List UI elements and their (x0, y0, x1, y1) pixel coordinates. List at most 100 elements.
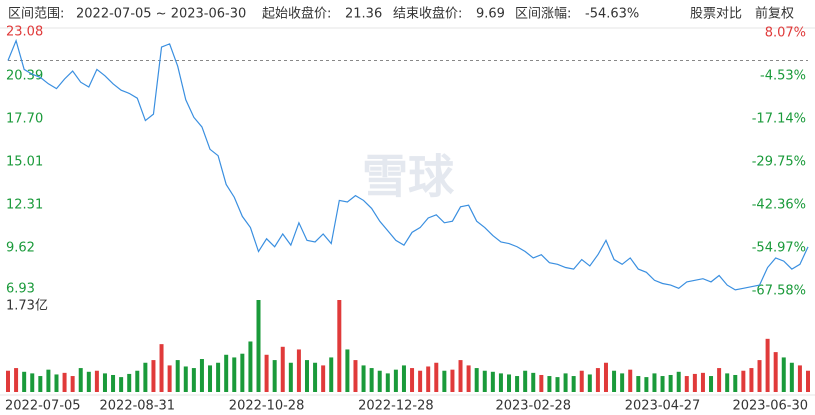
volume-bar (450, 369, 455, 392)
y-tick-label: 9.62 (6, 241, 35, 256)
y-tick-label: 6.93 (6, 282, 35, 297)
volume-bar (78, 368, 83, 392)
volume-bar (426, 366, 431, 392)
volume-bar (474, 368, 479, 392)
volume-bar (288, 362, 293, 392)
watermark: 雪球 (362, 150, 455, 204)
range: 2022-07-05 ~ 2023-06-30 (76, 7, 246, 22)
volume-bar (256, 300, 261, 392)
volume-bar (135, 370, 140, 392)
compare-button[interactable]: 股票对比 (690, 7, 742, 22)
adjust-button[interactable]: 前复权 (755, 6, 794, 22)
volume-bar (119, 377, 124, 392)
volume-bar (313, 362, 318, 392)
volume-bar (628, 369, 633, 392)
x-tick-label: 2023-02-28 (495, 399, 571, 414)
change: -54.63% (585, 7, 639, 22)
range-label: 区间范围: (8, 7, 64, 22)
volume-bar (684, 376, 689, 392)
volume-bar (304, 360, 309, 392)
volume-bar (620, 373, 625, 392)
volume-bar (717, 368, 722, 392)
volume-bar (749, 368, 754, 392)
volume-bar (264, 354, 269, 392)
volume-bar (54, 374, 59, 392)
volume-bar (458, 360, 463, 392)
volume-bar (393, 369, 398, 392)
volume-bar (401, 365, 406, 392)
volume-bar (111, 374, 116, 392)
y2-tick-label: -54.97% (752, 240, 806, 255)
y2-tick-label: -29.75% (752, 154, 806, 169)
volume-bar (563, 373, 568, 392)
volume-bar (167, 365, 172, 392)
y-tick-label: 23.08 (6, 25, 43, 40)
volume-bar (199, 359, 204, 392)
volume-bar (216, 362, 221, 392)
volume-bar (757, 360, 762, 392)
volume-bar (692, 373, 697, 392)
end-label: 结束收盘价: (393, 6, 462, 22)
volume-bar (434, 362, 439, 392)
volume-bar (498, 373, 503, 392)
volume-bar (248, 341, 253, 392)
start-label: 起始收盘价: (262, 6, 331, 22)
volume-bar (361, 365, 366, 392)
volume-bar (296, 349, 301, 392)
volume-bar (175, 360, 180, 392)
volume-bar (345, 349, 350, 392)
y-tick-label: 12.31 (6, 198, 43, 213)
volume-bar (143, 362, 148, 392)
volume-bar (571, 376, 576, 392)
volume-bar (466, 365, 471, 392)
volume-bar (94, 370, 99, 392)
volume-bar (668, 374, 673, 392)
volume-bar (224, 354, 229, 392)
volume-bar (353, 360, 358, 392)
y-tick-label: 20.39 (6, 68, 43, 83)
volume-bar (595, 368, 600, 392)
volume-bar (272, 360, 277, 392)
volume-bar (676, 371, 681, 392)
volume-bar (46, 369, 51, 392)
volume-bar (14, 368, 19, 392)
volume-bar (789, 362, 794, 392)
volume-bar (539, 374, 544, 392)
volume-bar (636, 376, 641, 392)
volume-bar (482, 370, 487, 392)
volume-bar (733, 374, 738, 392)
volume-bar (587, 374, 592, 392)
volume-bar (612, 370, 617, 392)
volume-tick-label: 1.73亿 (6, 299, 48, 314)
price-line (7, 38, 809, 291)
volume-bar (30, 373, 35, 392)
volume-bar (579, 370, 584, 392)
volume-bar (660, 376, 665, 392)
volume-bar (806, 370, 810, 392)
volume-bar (377, 370, 382, 392)
volume-bar (102, 373, 107, 392)
y2-tick-label: 8.07% (765, 26, 806, 41)
x-tick-label: 2023-06-30 (732, 399, 808, 414)
volume-bar (6, 370, 10, 392)
volume-bar (515, 376, 520, 392)
change-label: 区间涨幅: (515, 7, 571, 22)
x-tick-label: 2023-04-27 (625, 399, 701, 414)
volume-bar (86, 371, 91, 392)
volume-bar (797, 365, 802, 392)
volume-bar (644, 377, 649, 392)
volume-bar (208, 365, 213, 392)
volume-bar (531, 372, 536, 392)
volume-bar (62, 372, 67, 392)
y2-tick-label: -17.14% (752, 111, 806, 126)
volume-bar (523, 370, 528, 392)
volume-bar (240, 353, 245, 392)
volume-bar (22, 371, 27, 392)
end-close: 9.69 (476, 7, 505, 22)
y-tick-label: 17.70 (6, 111, 43, 126)
volume-bar (442, 370, 447, 392)
y2-tick-label: -42.36% (752, 197, 806, 212)
volume-bar (700, 372, 705, 392)
volume-bar (773, 352, 778, 392)
